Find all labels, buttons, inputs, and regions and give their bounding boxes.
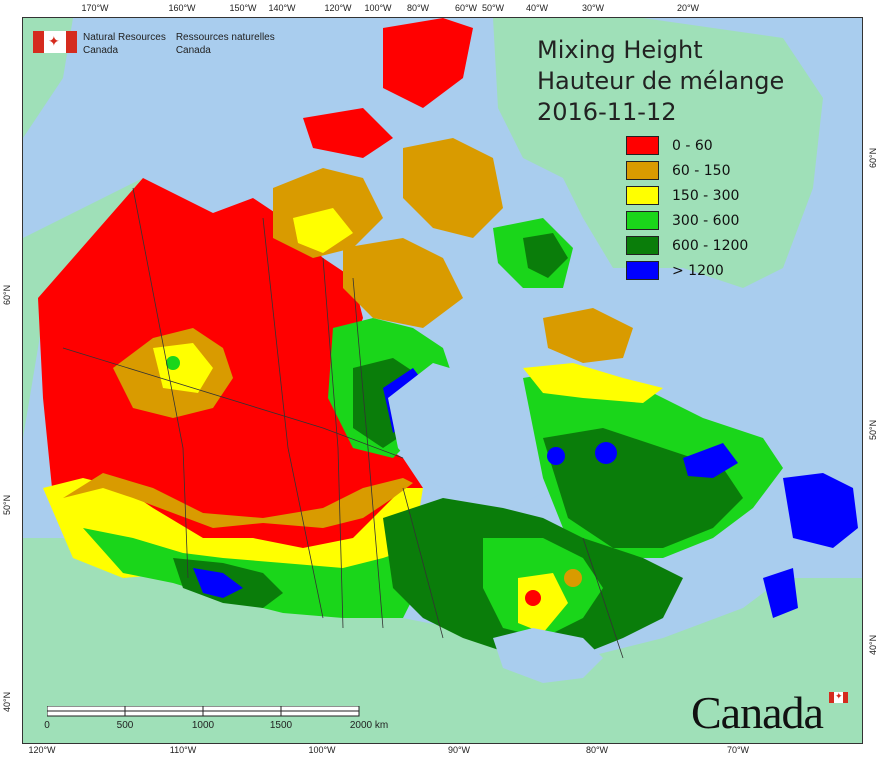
legend-swatch xyxy=(626,186,659,205)
graticule-label-top: 140°W xyxy=(268,3,296,13)
zone-blue xyxy=(193,568,243,598)
legend-swatch xyxy=(626,211,659,230)
map-frame: ✦ Natural Resources Canada Ressources na… xyxy=(22,17,863,744)
legend-label: 0 - 60 xyxy=(672,137,713,154)
map-title: Mixing Height Hauteur de mélange 2016-11… xyxy=(537,35,784,128)
province-boundaries xyxy=(62,187,624,659)
graticule-label-right: 60°N xyxy=(868,147,878,168)
legend-label: > 1200 xyxy=(672,262,724,279)
hotspot xyxy=(525,590,541,606)
maple-leaf-icon: ✦ xyxy=(48,33,60,49)
hudson-bay xyxy=(388,363,563,508)
arctic-islands xyxy=(403,138,503,238)
graticule-label-right: 40°N xyxy=(868,634,878,655)
agency-french-line2: Canada xyxy=(175,45,211,56)
labrador-orange xyxy=(543,308,633,363)
agency-french: Ressources naturelles Canada xyxy=(176,31,275,57)
graticule-label-top: 30°W xyxy=(581,3,605,13)
scale-label: 500 xyxy=(116,720,134,731)
legend-item: 60 - 150 xyxy=(626,158,748,183)
usa-landmass xyxy=(23,538,862,743)
graticule-label-top: 100°W xyxy=(364,3,392,13)
graticule-label-top: 170°W xyxy=(81,3,109,13)
agency-english-line1: Natural Resources xyxy=(83,32,166,43)
graticule-label-top: 160°W xyxy=(168,3,196,13)
scale-bar: 0 500 1000 1500 2000 km xyxy=(44,705,388,731)
agency-signature: ✦ Natural Resources Canada Ressources na… xyxy=(33,31,285,57)
graticule-label-bottom: 80°W xyxy=(585,745,609,755)
zone-orange xyxy=(63,473,413,528)
legend: 0 - 60 60 - 150 150 - 300 300 - 600 600 … xyxy=(626,133,748,283)
legend-label: 60 - 150 xyxy=(672,162,731,179)
graticule-label-bottom: 120°W xyxy=(28,745,56,755)
legend-item: 300 - 600 xyxy=(626,208,748,233)
wordmark-flag-icon: ✦ xyxy=(829,691,848,703)
title-date: 2016-11-12 xyxy=(537,98,677,126)
graticule-label-top: 40°W xyxy=(525,3,549,13)
legend-item: 150 - 300 xyxy=(626,183,748,208)
alaska-landmass xyxy=(23,178,143,438)
graticule-label-bottom: 90°W xyxy=(447,745,471,755)
scale-label: 0 xyxy=(44,720,50,731)
legend-swatch xyxy=(626,136,659,155)
graticule-label-bottom: 70°W xyxy=(726,745,750,755)
quebec-blue xyxy=(595,442,617,464)
labrador-darkgreen xyxy=(523,233,568,278)
graticule-label-left: 50°N xyxy=(2,494,12,515)
legend-swatch xyxy=(626,236,659,255)
scale-label: 2000 km xyxy=(349,720,389,731)
quebec-blue xyxy=(683,443,738,478)
quebec-blue xyxy=(547,447,565,465)
graticule-label-top: 150°W xyxy=(229,3,257,13)
agency-french-line1: Ressources naturelles xyxy=(175,32,275,43)
canada-wordmark: Canada xyxy=(691,687,824,738)
legend-label: 150 - 300 xyxy=(672,187,740,204)
graticule-label-top: 120°W xyxy=(324,3,352,13)
graticule-label-top: 60°W xyxy=(454,3,478,13)
graticule-label-bottom: 110°W xyxy=(169,745,197,755)
graticule-label-left: 60°N xyxy=(2,284,12,305)
arctic-islands xyxy=(383,18,473,108)
great-lakes xyxy=(493,628,603,683)
legend-item: 0 - 60 xyxy=(626,133,748,158)
legend-item: 600 - 1200 xyxy=(626,233,748,258)
canada-flag-icon: ✦ xyxy=(33,31,77,53)
scale-label: 1000 xyxy=(191,720,215,731)
agency-english: Natural Resources Canada xyxy=(83,31,166,57)
graticule-label-top: 20°W xyxy=(676,3,700,13)
maple-leaf-icon: ✦ xyxy=(835,691,843,701)
title-french: Hauteur de mélange xyxy=(537,67,785,95)
graticule-label-right: 50°N xyxy=(868,419,878,440)
graticule-label-bottom: 100°W xyxy=(308,745,336,755)
legend-swatch xyxy=(626,261,659,280)
arctic-islands xyxy=(293,208,353,253)
quebec-yellow xyxy=(523,363,663,403)
legend-label: 600 - 1200 xyxy=(672,237,749,254)
arctic-islands xyxy=(303,108,393,158)
legend-item: > 1200 xyxy=(626,258,748,283)
hotspot xyxy=(564,569,582,587)
agency-english-line2: Canada xyxy=(83,45,119,56)
arctic-islands xyxy=(343,238,463,328)
legend-label: 300 - 600 xyxy=(672,212,740,229)
graticule-label-top: 50°W xyxy=(481,3,505,13)
scale-bar-graphic xyxy=(46,705,360,717)
graticule-label-top: 80°W xyxy=(406,3,430,13)
title-english: Mixing Height xyxy=(537,36,703,64)
mixing-height-map xyxy=(23,18,862,743)
maritime-blue xyxy=(783,473,858,548)
ontario-yellow xyxy=(518,573,568,633)
graticule-label-left: 40°N xyxy=(2,691,12,712)
zone-green xyxy=(166,356,180,370)
maritime-blue xyxy=(763,568,798,618)
scale-label: 1500 xyxy=(269,720,293,731)
legend-swatch xyxy=(626,161,659,180)
